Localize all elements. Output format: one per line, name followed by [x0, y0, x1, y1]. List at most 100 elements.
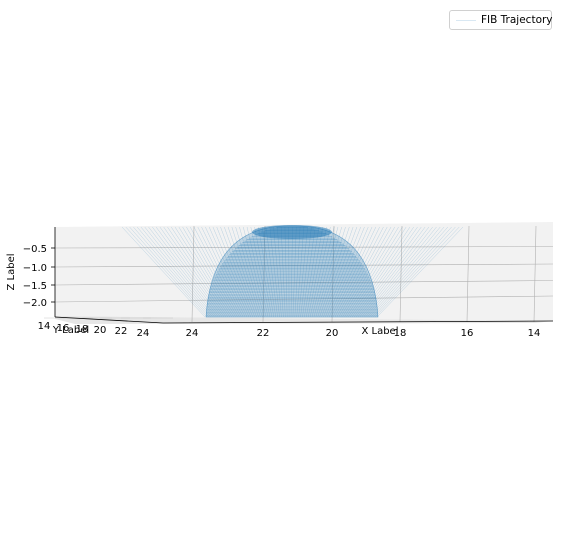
trajectory-ray: [359, 226, 430, 318]
trajectory-ray: [344, 226, 399, 318]
trajectory-ray: [292, 226, 297, 318]
z-axis-label: Z Label: [6, 253, 17, 290]
trajectory-ray: [355, 226, 422, 318]
z-grid-line: [54, 280, 554, 286]
trajectory-ray: [208, 226, 250, 318]
x-axis-label: X Label: [361, 326, 398, 337]
trajectory-ray: [315, 226, 342, 318]
legend-label: FIB Trajectory: [481, 14, 553, 26]
trajectory-ray: [121, 226, 206, 318]
z-grid-line: [54, 246, 554, 249]
trajectory-ray: [246, 226, 269, 318]
trajectory-ray: [313, 226, 339, 318]
z-tick-label: −2.0: [23, 298, 47, 309]
trajectory-ray: [133, 226, 211, 318]
x-grid-line: [533, 225, 537, 323]
x-tick-label: 16: [461, 328, 474, 339]
trajectory-ray: [269, 226, 280, 318]
trajectory-ray: [227, 226, 259, 318]
x-tick-label: 24: [186, 328, 199, 339]
trajectory-ray: [235, 226, 263, 318]
trajectory-ray: [374, 226, 460, 318]
trajectory-ray: [216, 226, 253, 318]
trajectory-ray: [296, 226, 305, 318]
trajectory-apex: [252, 225, 332, 239]
trajectory-ray: [353, 226, 418, 318]
x-grid-line: [399, 225, 403, 323]
x-tick-label: 14: [528, 328, 541, 339]
trajectory-ray: [302, 226, 316, 318]
trajectory-ray: [319, 226, 350, 318]
trajectory-ray: [155, 226, 223, 318]
trajectory-ray: [201, 226, 246, 318]
trajectory-ray: [125, 226, 208, 318]
y-tick-label: 16: [57, 323, 70, 334]
trajectory-ray: [330, 226, 373, 318]
trajectory-ray: [186, 226, 238, 318]
trajectory-ray: [148, 226, 219, 318]
trajectory-ray: [182, 226, 236, 318]
trajectory-ray: [190, 226, 240, 318]
trajectory-ray: [178, 226, 234, 318]
trajectory-ray: [361, 226, 433, 318]
trajectory-ray: [277, 226, 284, 318]
trajectory-ray: [129, 226, 209, 318]
trajectory-ray: [367, 226, 445, 318]
trajectory-ray: [346, 226, 403, 318]
legend: FIB Trajectory: [449, 10, 553, 30]
y-tick-label: 14: [38, 321, 51, 332]
trajectory-ray: [376, 226, 464, 318]
tick-labels: −2.0 −1.5 −1.0 −0.5 24 22 20 18 16 14 14 16 18 20 22 24: [23, 244, 541, 339]
y-tick-label: 18: [76, 324, 89, 335]
trajectory-ray: [363, 226, 437, 318]
trajectory-ray: [357, 226, 426, 318]
trajectory-ray: [137, 226, 213, 318]
trajectory-ray: [193, 226, 242, 318]
trajectory-ray: [348, 226, 407, 318]
trajectory-ray: [373, 226, 456, 318]
trajectory-ray: [258, 226, 274, 318]
trajectory-ray: [280, 226, 286, 318]
trajectory-ray: [220, 226, 255, 318]
z-tick-label: −0.5: [23, 244, 47, 255]
z-tick-label: −1.5: [23, 281, 47, 292]
trajectory-ray: [290, 226, 293, 318]
x-tick-label: 18: [394, 328, 407, 339]
trajectory-ray: [254, 226, 273, 318]
x-grid-line: [262, 225, 266, 323]
z-grid-line: [54, 295, 554, 303]
trajectory-ray: [317, 226, 346, 318]
trajectory-ray: [350, 226, 411, 318]
trajectory-ray: [321, 226, 354, 318]
trajectory-ray: [311, 226, 335, 318]
trajectory-ray: [224, 226, 257, 318]
trajectory-ray: [298, 226, 308, 318]
trajectory-ray: [371, 226, 452, 318]
y-axis-label: Y Label: [52, 325, 89, 336]
trajectory-ray: [325, 226, 361, 318]
trajectory-ray: [309, 226, 331, 318]
legend-line-sample: [456, 20, 476, 21]
x-grid-line: [331, 225, 335, 323]
trajectory-ray: [327, 226, 365, 318]
trajectory-ray: [205, 226, 248, 318]
trajectory-ray: [167, 226, 229, 318]
trajectory-ray: [369, 226, 448, 318]
z-tick-label: −1.0: [23, 263, 47, 274]
trajectory-ray: [239, 226, 265, 318]
y-tick-label: 24: [137, 328, 150, 339]
trajectory-ray: [243, 226, 267, 318]
trajectory-ray: [323, 226, 358, 318]
x-grid-line: [191, 225, 195, 323]
x-tick-label: 20: [326, 328, 339, 339]
trajectory-ray: [261, 226, 276, 318]
y-tick-label: 20: [94, 325, 107, 336]
fib-trajectory-series: [121, 225, 464, 318]
trajectory-ray: [338, 226, 388, 318]
trajectory-ray: [265, 226, 278, 318]
z-grid-line: [54, 263, 554, 268]
trajectory-ray: [306, 226, 324, 318]
trajectory-ray: [159, 226, 225, 318]
y-tick-label: 22: [115, 326, 128, 337]
trajectory-ray: [294, 226, 301, 318]
